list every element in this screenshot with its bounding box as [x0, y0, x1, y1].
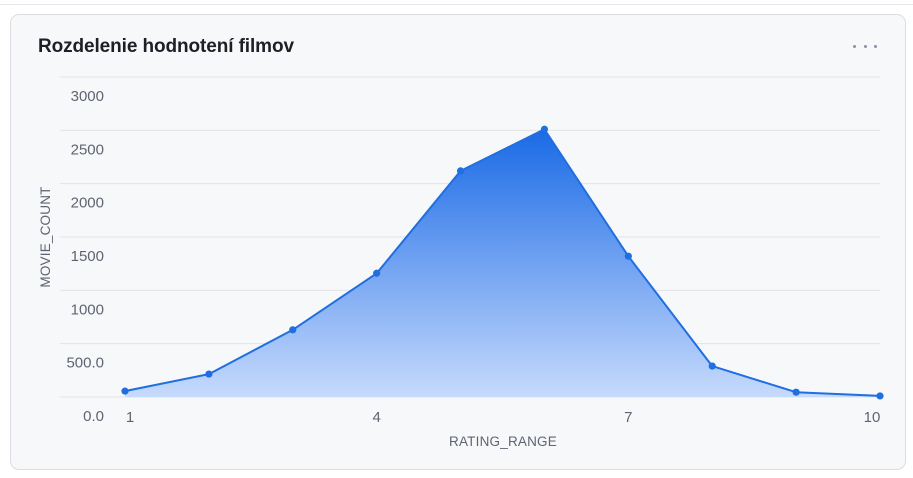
y-tick-label: 1500 — [71, 248, 104, 265]
y-tick-label: 500.0 — [66, 355, 104, 372]
y-tick-label: 0.0 — [83, 408, 104, 425]
top-divider — [0, 4, 913, 5]
data-point[interactable] — [456, 167, 465, 175]
x-axis-title: RATING_RANGE — [449, 434, 557, 449]
data-point[interactable] — [708, 362, 716, 370]
data-point[interactable] — [876, 392, 884, 400]
x-tick-label: 10 — [864, 409, 881, 426]
data-point[interactable] — [624, 252, 632, 260]
more-dot — [863, 44, 867, 48]
x-tick-label: 7 — [624, 409, 632, 426]
more-dot — [853, 44, 856, 48]
data-point[interactable] — [540, 125, 549, 133]
y-tick-label: 2500 — [71, 141, 104, 158]
chart-title: Rozdelenie hodnotení filmov — [38, 36, 294, 57]
data-point[interactable] — [373, 269, 381, 277]
y-tick-label: 3000 — [71, 88, 104, 105]
data-point[interactable] — [121, 387, 129, 395]
data-point[interactable] — [792, 388, 800, 396]
area-fill — [125, 129, 880, 398]
x-axis-ticks: 1 4 7 10 — [126, 409, 881, 426]
data-point[interactable] — [289, 326, 297, 334]
data-points — [121, 125, 884, 400]
more-dot — [874, 44, 877, 48]
more-options-icon[interactable] — [853, 39, 877, 53]
x-tick-label: 1 — [126, 409, 134, 426]
y-axis-title: MOVIE_COUNT — [38, 186, 53, 287]
x-tick-label: 4 — [372, 409, 380, 426]
series-line — [124, 128, 881, 397]
y-tick-label: 1000 — [71, 301, 104, 318]
data-point[interactable] — [205, 370, 213, 378]
y-tick-label: 2000 — [71, 195, 104, 212]
y-axis-ticks: 0.0 500.0 1000 1500 2000 2500 3000 — [66, 88, 104, 425]
